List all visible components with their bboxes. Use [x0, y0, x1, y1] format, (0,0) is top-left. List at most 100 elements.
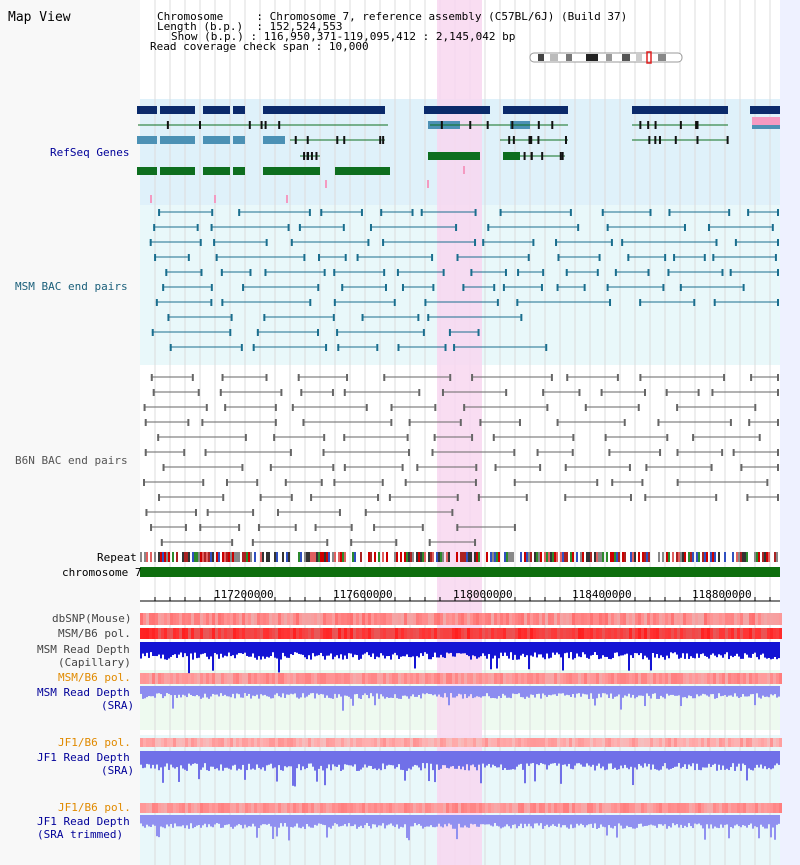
pol-cell	[230, 673, 233, 684]
depth-bar	[262, 642, 264, 657]
label-jf1-b6-pol-2[interactable]: JF1/B6 pol.	[58, 801, 131, 814]
pol-cell	[245, 803, 248, 813]
label-jf1-b6-pol-1[interactable]: JF1/B6 pol.	[58, 736, 131, 749]
pol-cell	[311, 673, 314, 684]
depth-bar	[734, 751, 736, 771]
depth-bar	[768, 642, 770, 658]
depth-bar	[456, 815, 458, 840]
depth-bar	[278, 815, 280, 828]
label-msm-b6-pol-1[interactable]: MSM/B6 pol.	[58, 627, 131, 640]
chromosome-ideogram[interactable]	[528, 51, 684, 65]
depth-bar	[398, 751, 400, 765]
depth-bar	[312, 751, 314, 767]
pol-cell	[569, 673, 572, 684]
pol-cell	[710, 803, 713, 813]
label-msm-bac[interactable]: MSM BAC end pairs	[15, 280, 128, 293]
depth-bar	[462, 815, 464, 828]
depth-bar	[282, 686, 284, 694]
pol-cell	[416, 673, 419, 684]
depth-bar	[778, 751, 780, 765]
depth-bar	[316, 642, 318, 656]
label-jf1-depth-sra[interactable]: JF1 Read Depth	[37, 751, 130, 764]
depth-bar	[684, 815, 686, 826]
pol-cell	[449, 628, 452, 639]
dbsnp-cell	[374, 613, 377, 625]
pol-cell	[248, 803, 251, 813]
label-msm-depth-capillary[interactable]: MSM Read Depth	[37, 643, 130, 656]
pol-cell	[431, 738, 434, 747]
dbsnp-cell	[476, 613, 479, 625]
dbsnp-cell	[209, 613, 212, 625]
depth-bar	[574, 686, 576, 698]
dbsnp-cell	[662, 613, 665, 625]
pol-cell	[542, 673, 545, 684]
depth-bar	[214, 642, 216, 653]
label-msm-depth-sra[interactable]: MSM Read Depth	[37, 686, 130, 699]
depth-bar	[218, 751, 220, 771]
depth-bar	[154, 686, 156, 698]
depth-bar	[670, 642, 672, 653]
bac-end	[540, 284, 543, 291]
pol-cell	[716, 803, 719, 813]
depth-bar	[744, 815, 746, 826]
bac-end	[777, 239, 779, 246]
depth-bar	[294, 751, 296, 787]
depth-bar	[712, 642, 714, 654]
pol-cell	[305, 803, 308, 813]
bac-end	[343, 389, 346, 396]
pol-cell	[371, 738, 374, 747]
label-msm-b6-pol-2[interactable]: MSM/B6 pol.	[58, 671, 131, 684]
depth-bar	[222, 686, 224, 696]
pol-cell	[200, 738, 203, 747]
pol-cell	[236, 673, 239, 684]
depth-bar	[368, 751, 370, 766]
pol-cell	[692, 628, 695, 639]
pol-cell	[188, 738, 191, 747]
depth-bar	[582, 686, 584, 694]
repeat-mark	[318, 552, 320, 562]
depth-bar	[250, 751, 252, 770]
pol-cell	[746, 673, 749, 684]
label-refseq-genes[interactable]: RefSeq Genes	[50, 146, 130, 159]
bac-end	[303, 254, 306, 261]
pol-cell	[287, 628, 290, 639]
depth-bar	[428, 815, 430, 827]
label-dbsnp[interactable]: dbSNP(Mouse)	[52, 612, 132, 625]
pol-cell	[428, 738, 431, 747]
pol-cell	[206, 673, 209, 684]
dbsnp-cell	[404, 613, 407, 625]
pol-cell	[563, 673, 566, 684]
depth-bar	[202, 815, 204, 826]
label-b6n-bac[interactable]: B6N BAC end pairs	[15, 454, 128, 467]
pol-cell	[386, 673, 389, 684]
label-repeat[interactable]: Repeat	[97, 551, 137, 564]
depth-bar	[684, 642, 686, 659]
depth-bar	[318, 686, 320, 695]
depth-bar	[202, 642, 204, 654]
depth-bar	[428, 751, 430, 782]
pol-cell	[248, 673, 251, 684]
depth-bar	[140, 815, 142, 824]
pol-cell	[161, 673, 164, 684]
repeat-mark	[492, 552, 494, 562]
bac-end	[474, 209, 477, 216]
depth-bar	[320, 642, 322, 653]
depth-bar	[678, 686, 680, 696]
bac-end	[273, 434, 276, 441]
repeat-mark	[400, 552, 402, 562]
pol-cell	[662, 738, 665, 747]
label-jf1-depth-trimmed[interactable]: JF1 Read Depth	[37, 815, 130, 828]
pol-cell	[719, 738, 722, 747]
depth-bar	[594, 686, 596, 706]
depth-bar	[668, 686, 670, 696]
depth-bar	[428, 686, 430, 694]
pol-cell	[650, 673, 653, 684]
depth-bar	[366, 815, 368, 824]
depth-bar	[230, 642, 232, 657]
pol-cell	[245, 628, 248, 639]
bac-end	[449, 374, 452, 381]
depth-bar	[640, 751, 642, 766]
pol-cell	[539, 738, 542, 747]
depth-bar	[394, 751, 396, 769]
